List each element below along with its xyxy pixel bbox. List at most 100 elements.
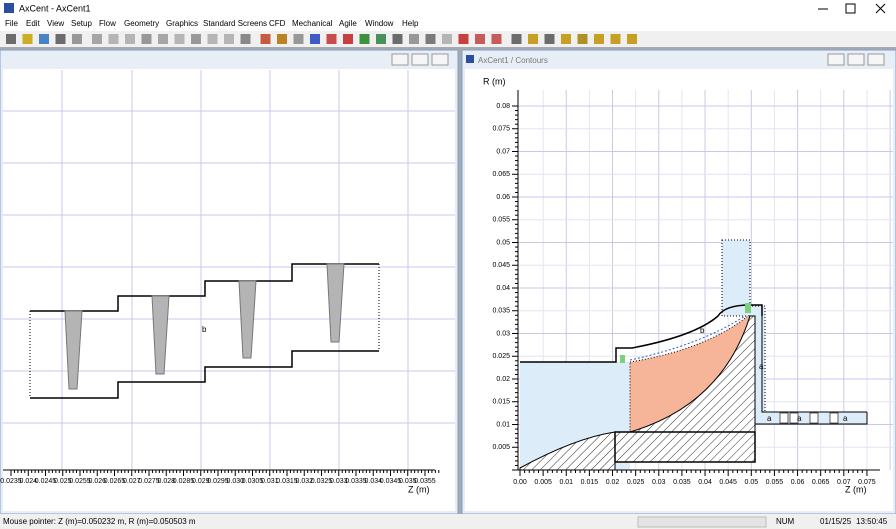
menu-item[interactable]: Window [365, 19, 394, 28]
menu-item[interactable]: Edit [26, 19, 41, 28]
toolbar-button[interactable] [240, 34, 251, 44]
toolbar-button[interactable] [22, 34, 33, 44]
menu-item[interactable]: Agile [339, 19, 357, 28]
hub-block [614, 431, 756, 463]
menu-item[interactable]: Setup [71, 19, 92, 28]
x-tick-label: 0.02 [606, 479, 620, 486]
restore[interactable] [847, 53, 865, 66]
x-tick-label: 0.024 [19, 478, 37, 485]
menu-item[interactable]: View [47, 19, 64, 28]
toolbar-button[interactable] [594, 34, 604, 44]
x-tick-label: 0.0305 [242, 478, 264, 485]
x-tick-label: 0.0325 [311, 478, 333, 485]
toolbar-button[interactable] [511, 34, 522, 44]
casing-bottom [30, 350, 379, 399]
toolbar-button[interactable] [224, 34, 234, 44]
region-label: b [202, 325, 207, 334]
right-window-controls[interactable] [827, 53, 885, 66]
y-tick-label: 0.02 [496, 376, 510, 383]
region-label: a [759, 362, 764, 371]
toolbar-button[interactable] [158, 34, 168, 44]
toolbar-button[interactable] [475, 34, 485, 44]
x-tick-label: 0.015 [581, 479, 599, 486]
toolbar-button[interactable] [92, 34, 102, 44]
minimize[interactable] [827, 53, 845, 66]
x-axis-label: Z (m) [845, 484, 867, 494]
toolbar-button[interactable] [392, 34, 403, 44]
x-tick-label: 0.075 [858, 479, 876, 486]
x-tick-label: 0.035 [673, 479, 691, 486]
volute-line [755, 316, 868, 425]
toolbar-button[interactable] [72, 34, 82, 44]
blade [64, 310, 83, 390]
toolbar-button[interactable] [191, 34, 201, 44]
left-plot-content: b 0.02350.0240.02450.0250.02550.0260.0265… [0, 70, 455, 494]
toolbar-button[interactable] [491, 34, 502, 44]
x-tick-label: 0.01 [559, 479, 573, 486]
x-tick-label: 0.0255 [69, 478, 91, 485]
menu-item[interactable]: Graphics [166, 19, 198, 28]
toolbar-button[interactable] [260, 34, 271, 44]
toolbar-button[interactable] [310, 34, 320, 44]
close[interactable] [867, 53, 885, 66]
toolbar-button[interactable] [108, 34, 119, 44]
toolbar-button[interactable] [6, 34, 16, 44]
toolbar-button[interactable] [359, 34, 370, 44]
menu-item[interactable]: Help [402, 19, 419, 28]
x-tick-label: 0.05 [744, 479, 758, 486]
toolbar-button[interactable] [627, 34, 637, 44]
menu-item[interactable]: Geometry [124, 19, 159, 28]
menu-bar [0, 16, 896, 31]
toolbar-button[interactable] [376, 34, 386, 44]
restore[interactable] [411, 53, 429, 66]
menu-item[interactable]: Mechanical [292, 19, 333, 28]
x-tick-label: 0.065 [812, 479, 830, 486]
minimize[interactable] [391, 53, 409, 66]
region-label: a [797, 414, 802, 423]
x-tick-label: 0.0265 [104, 478, 126, 485]
toolbar-button[interactable] [141, 34, 152, 44]
left-window-controls[interactable] [391, 53, 449, 66]
menu-item[interactable]: CFD [269, 19, 286, 28]
x-tick-label: 0.0285 [173, 478, 195, 485]
x-tick-label: 0.0345 [380, 478, 402, 485]
toolbar-button[interactable] [174, 34, 185, 44]
toolbar-button[interactable] [442, 34, 452, 44]
x-tick-label: 0.0295 [207, 478, 229, 485]
status-date: 01/15/25 [820, 517, 852, 526]
x-tick-label: 0.04 [698, 479, 712, 486]
menu-item[interactable]: Flow [99, 19, 116, 28]
toolbar-button[interactable] [577, 34, 588, 44]
toolbar-button[interactable] [39, 34, 49, 44]
x-tick-label: 0.0335 [345, 478, 367, 485]
toolbar-button[interactable] [277, 34, 287, 44]
maximize[interactable] [845, 3, 856, 14]
toolbar-button[interactable] [409, 34, 419, 44]
x-tick-label: 0.030 [226, 478, 244, 485]
toolbar-button[interactable] [207, 34, 218, 44]
toolbar-button[interactable] [125, 34, 135, 44]
toolbar-button[interactable] [528, 34, 538, 44]
window-controls[interactable] [818, 3, 886, 14]
toolbar-button[interactable] [293, 34, 304, 44]
blade [151, 295, 170, 375]
toolbar-button[interactable] [544, 34, 555, 44]
close[interactable] [431, 53, 449, 66]
menu-item[interactable]: File [5, 19, 18, 28]
toolbar-button[interactable] [561, 34, 571, 44]
x-tick-label: 0.0355 [414, 478, 436, 485]
toolbar-button[interactable] [55, 34, 66, 44]
close[interactable] [875, 3, 886, 14]
toolbar-button[interactable] [610, 34, 621, 44]
right-plot-content: b a a a a 0.005 0.01 0.015 0.02 0.025 0.03 0.035 0.0… [483, 76, 893, 494]
toolbar-button[interactable] [458, 34, 469, 44]
inlet-outlet [29, 264, 380, 398]
vane-box [809, 412, 819, 424]
toolbar-button[interactable] [343, 34, 353, 44]
y-tick-label: 0.01 [496, 421, 510, 428]
menu-item[interactable]: Standard Screens [203, 19, 267, 28]
num-indicator: NUM [776, 517, 795, 526]
x-tick-label: 0.027 [123, 478, 141, 485]
toolbar-button[interactable] [326, 34, 337, 44]
toolbar-button[interactable] [425, 34, 436, 44]
